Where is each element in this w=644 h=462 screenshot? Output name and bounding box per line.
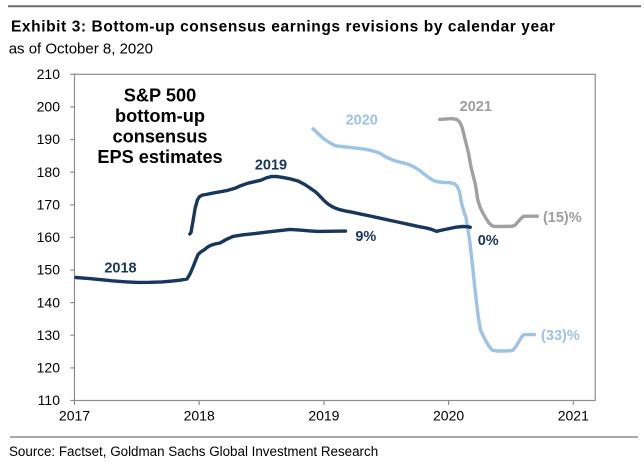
svg-text:120: 120	[37, 360, 61, 376]
svg-text:140: 140	[37, 294, 61, 310]
svg-text:110: 110	[38, 392, 61, 408]
svg-text:180: 180	[37, 164, 61, 180]
svg-text:2019: 2019	[308, 407, 339, 423]
svg-text:170: 170	[37, 197, 61, 213]
svg-text:Exhibit 3: Bottom-up consensus: Exhibit 3: Bottom-up consensus earnings …	[11, 18, 556, 35]
svg-text:2017: 2017	[59, 407, 90, 423]
svg-text:150: 150	[37, 262, 61, 278]
svg-text:(33)%: (33)%	[541, 328, 580, 344]
svg-text:2018: 2018	[104, 261, 136, 277]
svg-text:160: 160	[37, 229, 61, 245]
svg-text:190: 190	[37, 131, 61, 147]
svg-text:0%: 0%	[478, 233, 499, 249]
svg-text:200: 200	[37, 99, 61, 115]
svg-text:130: 130	[37, 327, 61, 343]
svg-text:bottom-up: bottom-up	[115, 106, 205, 126]
svg-text:2020: 2020	[346, 112, 378, 128]
svg-text:as of October 8, 2020: as of October 8, 2020	[9, 40, 153, 57]
svg-text:S&P 500: S&P 500	[124, 86, 196, 106]
svg-text:2021: 2021	[558, 407, 589, 423]
svg-text:9%: 9%	[355, 229, 376, 245]
svg-text:2020: 2020	[433, 407, 464, 423]
svg-text:2018: 2018	[184, 407, 215, 423]
svg-text:210: 210	[37, 66, 61, 82]
svg-text:Source: Factset, Goldman Sachs: Source: Factset, Goldman Sachs Global In…	[9, 444, 378, 459]
svg-text:(15)%: (15)%	[543, 210, 582, 226]
svg-text:EPS estimates: EPS estimates	[97, 147, 222, 167]
svg-text:consensus: consensus	[112, 127, 207, 147]
svg-text:2019: 2019	[255, 157, 287, 173]
svg-text:2021: 2021	[460, 99, 492, 115]
